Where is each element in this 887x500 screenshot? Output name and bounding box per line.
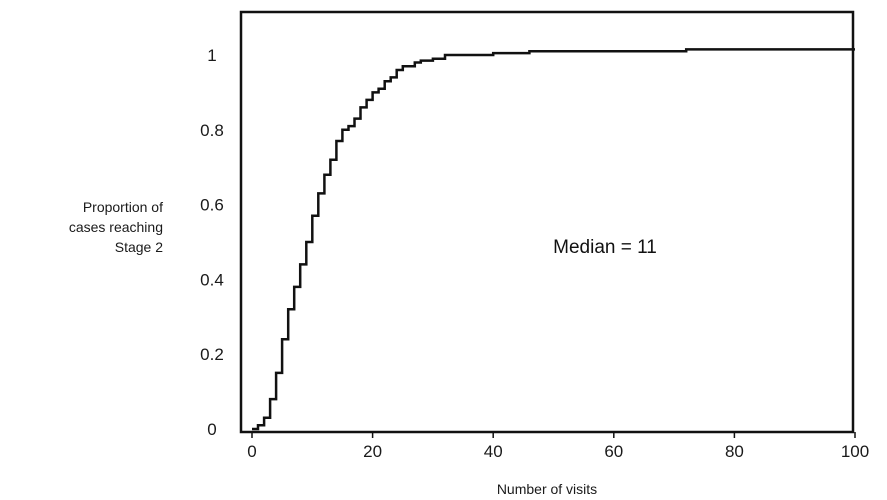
y-tick-label: 0.6 (200, 196, 224, 215)
x-axis: 0 20 40 60 80 100 (247, 432, 869, 461)
y-tick-label: 0.2 (200, 345, 224, 364)
x-tick-label: 100 (841, 442, 869, 461)
y-tick-label: 1 (207, 46, 216, 65)
y-axis-title-line: Stage 2 (115, 239, 163, 255)
x-tick-label: 80 (725, 442, 744, 461)
x-tick-label: 40 (484, 442, 503, 461)
y-tick-label: 0.8 (200, 121, 224, 140)
y-axis-title: Proportion of cases reaching Stage 2 (69, 199, 163, 255)
x-tick-label: 0 (247, 442, 256, 461)
x-axis-title: Number of visits (497, 481, 597, 497)
y-axis: 0 0.2 0.4 0.6 0.8 1 (200, 46, 224, 439)
y-tick-label: 0.4 (200, 270, 224, 289)
y-tick-label: 0 (207, 420, 216, 439)
y-axis-title-line: cases reaching (69, 219, 163, 235)
series-step-line (252, 48, 855, 431)
x-tick-label: 20 (363, 442, 382, 461)
y-axis-title-line: Proportion of (83, 199, 163, 215)
x-tick-label: 60 (604, 442, 623, 461)
plot-frame (239, 10, 855, 434)
median-annotation: Median = 11 (553, 237, 657, 258)
